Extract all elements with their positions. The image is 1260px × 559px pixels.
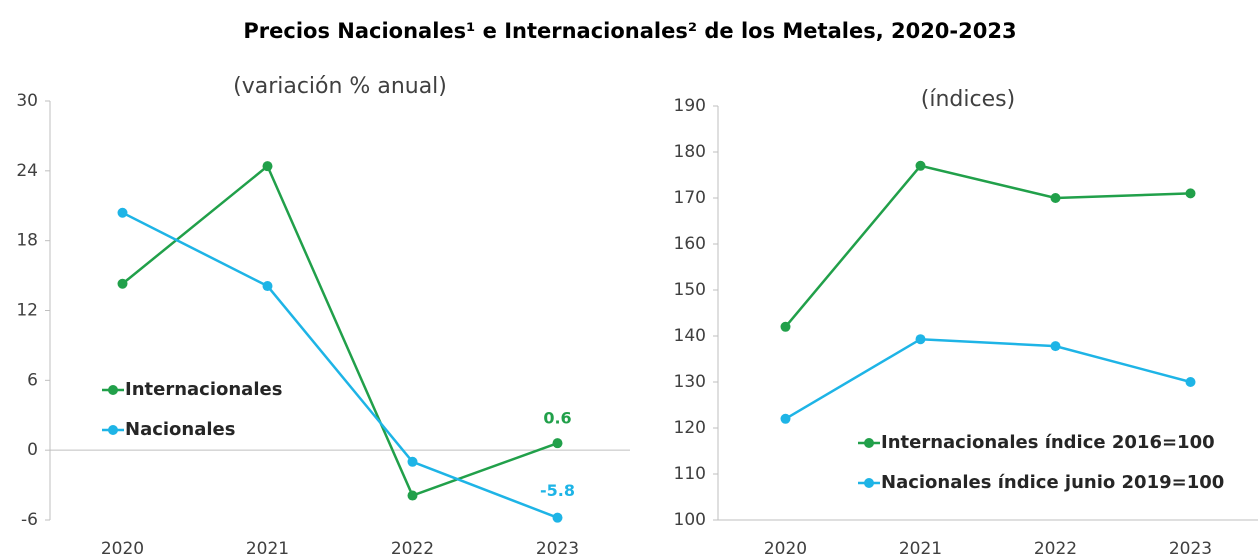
- legend-label: Nacionales: [125, 419, 235, 440]
- point: [407, 456, 418, 467]
- point: [1185, 188, 1196, 199]
- page-title: Precios Nacionales¹ e Internacionales² d…: [243, 19, 1016, 43]
- y-tick-label: 170: [674, 188, 706, 208]
- point: [552, 512, 563, 523]
- line: [784, 164, 1191, 328]
- y-tick-label: 130: [674, 372, 706, 392]
- y-tick-label: 18: [16, 231, 38, 251]
- legend-label: Internacionales: [125, 379, 282, 400]
- y-tick-label: 190: [674, 96, 706, 116]
- point: [1050, 341, 1061, 352]
- point: [117, 207, 128, 218]
- y-tick-label: 110: [674, 464, 706, 484]
- x-tick-label: 2021: [246, 539, 289, 559]
- subtitle: (índices): [921, 87, 1015, 112]
- data-label: 0.6: [543, 409, 571, 428]
- point: [117, 278, 128, 289]
- point: [1050, 193, 1061, 203]
- x-tick-label: 2023: [536, 539, 579, 559]
- line: [121, 164, 558, 498]
- line: [121, 211, 558, 519]
- legend-marker: [108, 425, 118, 435]
- y-tick-label: 0: [27, 440, 38, 460]
- legend-marker: [864, 478, 874, 488]
- x-tick-label: 2022: [1034, 539, 1077, 559]
- point: [262, 281, 273, 292]
- legend-label: Nacionales índice junio 2019=100: [881, 472, 1224, 493]
- data-label: -5.8: [540, 481, 575, 500]
- point: [780, 413, 791, 424]
- y-tick-label: 150: [674, 280, 706, 300]
- point: [780, 321, 791, 332]
- x-tick-label: 2022: [391, 539, 434, 559]
- point: [262, 161, 273, 172]
- line: [784, 337, 1191, 420]
- point: [915, 160, 926, 171]
- point: [1185, 377, 1196, 387]
- subtitle: (variación % anual): [233, 74, 447, 99]
- y-tick-label: 160: [674, 234, 706, 254]
- x-tick-label: 2021: [899, 539, 942, 559]
- y-tick-label: 12: [16, 301, 38, 321]
- legend-marker: [864, 438, 874, 448]
- y-tick-label: 180: [674, 142, 706, 162]
- point: [915, 334, 926, 345]
- point: [552, 438, 563, 449]
- point: [407, 490, 418, 501]
- x-tick-label: 2020: [764, 539, 807, 559]
- y-tick-label: 24: [16, 161, 38, 181]
- x-tick-label: 2023: [1169, 539, 1212, 559]
- y-tick-label: 120: [674, 418, 706, 438]
- y-tick-label: 6: [27, 370, 38, 390]
- legend-label: Internacionales índice 2016=100: [881, 432, 1215, 453]
- y-tick-label: 100: [674, 510, 706, 530]
- legend-marker: [108, 385, 118, 395]
- y-tick-label: 30: [16, 91, 38, 111]
- y-tick-label: 140: [674, 326, 706, 346]
- y-tick-label: -6: [21, 510, 38, 530]
- x-tick-label: 2020: [101, 539, 144, 559]
